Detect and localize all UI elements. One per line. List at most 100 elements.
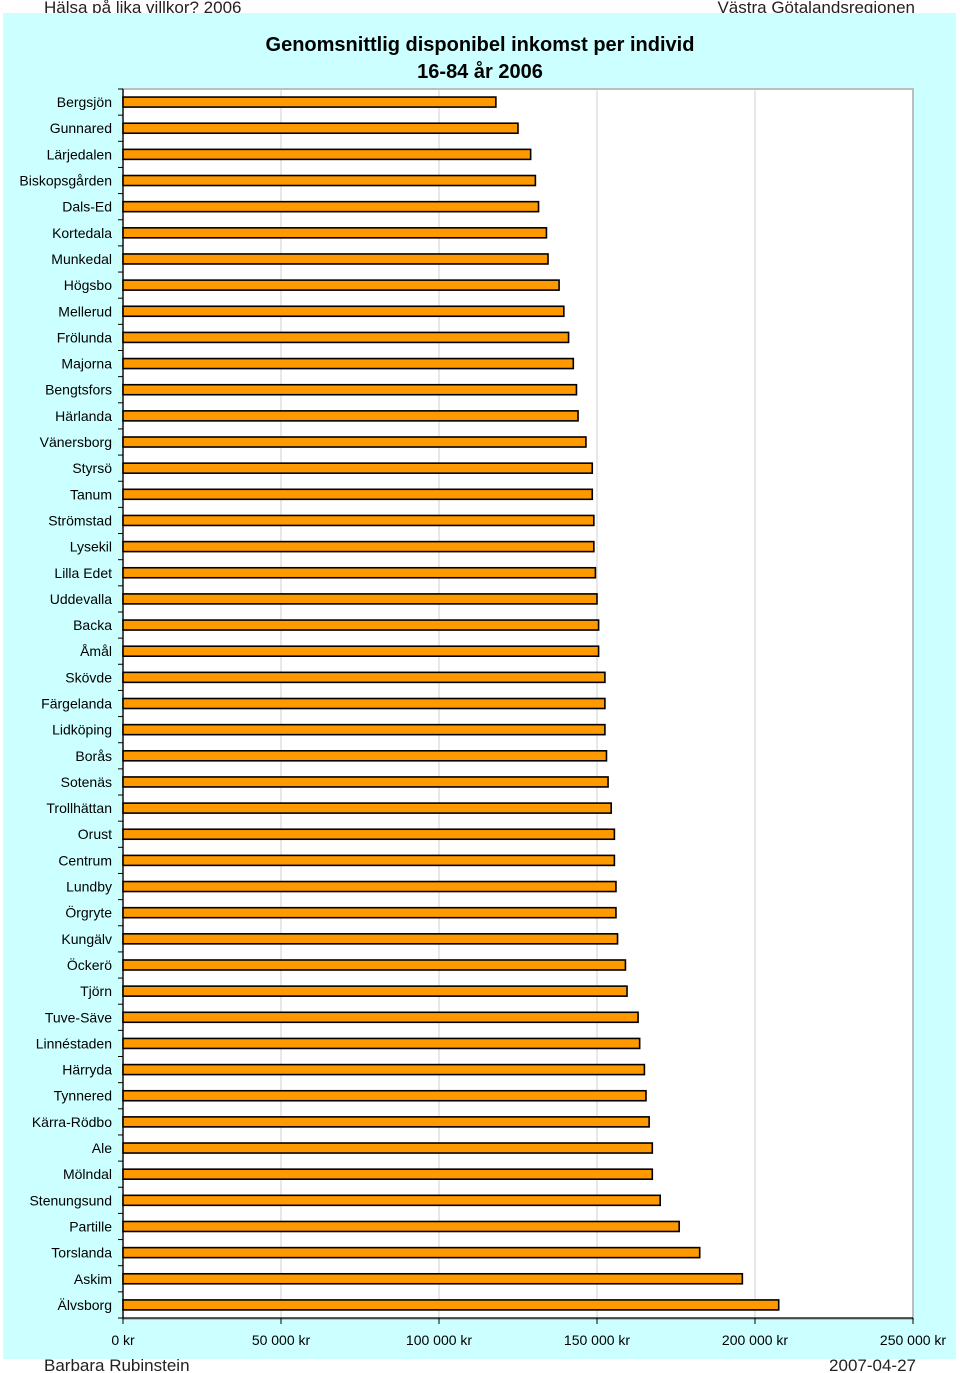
category-label: Örgryte xyxy=(65,904,112,921)
bar xyxy=(122,122,519,135)
category-label: Gunnared xyxy=(50,120,112,136)
bar xyxy=(122,906,617,919)
category-label: Lärjedalen xyxy=(47,146,112,162)
category-label: Askim xyxy=(74,1271,112,1287)
bar xyxy=(122,253,549,265)
bar xyxy=(122,410,579,422)
bar xyxy=(122,802,613,814)
chart-title-block: Genomsnittlig disponibel inkomst per ind… xyxy=(0,32,960,86)
bar xyxy=(122,1168,654,1180)
bar xyxy=(122,933,619,945)
category-label: Härryda xyxy=(62,1062,112,1078)
bar xyxy=(122,462,594,474)
bar xyxy=(122,1037,641,1050)
category-label: Åmål xyxy=(80,643,112,659)
category-label: Sotenäs xyxy=(61,774,112,790)
x-tick-label: 0 kr xyxy=(111,1332,135,1348)
category-label: Älvsborg xyxy=(58,1297,112,1313)
chart-title: Genomsnittlig disponibel inkomst per ind… xyxy=(265,34,695,56)
category-label: Högsbo xyxy=(64,277,112,293)
category-label: Strömstad xyxy=(48,512,112,528)
bar xyxy=(122,331,570,344)
category-label: Trollhättan xyxy=(46,800,112,816)
category-label: Kortedala xyxy=(52,225,112,241)
category-label: Vänersborg xyxy=(40,434,112,450)
bar xyxy=(122,305,565,318)
bar xyxy=(122,828,616,841)
bar xyxy=(122,279,560,291)
category-label: Frölunda xyxy=(57,329,112,345)
x-tick-label: 100 000 kr xyxy=(406,1332,472,1348)
category-label: Färgelanda xyxy=(41,696,112,712)
category-label: Lundby xyxy=(66,879,112,895)
category-label: Tynnered xyxy=(54,1088,112,1104)
category-label: Tuve-Säve xyxy=(45,1009,112,1025)
category-label: Centrum xyxy=(58,852,112,868)
bar xyxy=(122,488,594,501)
category-label: Kärra-Rödbo xyxy=(32,1114,112,1130)
x-tick-label: 250 000 kr xyxy=(880,1332,946,1348)
bar xyxy=(122,514,595,527)
bar xyxy=(122,357,575,370)
bar xyxy=(122,227,548,239)
category-label: Linnéstaden xyxy=(36,1035,112,1051)
bar xyxy=(122,697,606,710)
bar xyxy=(122,776,609,788)
bar xyxy=(122,671,606,684)
bar xyxy=(122,645,600,658)
category-label: Styrsö xyxy=(72,460,112,476)
bar xyxy=(122,1299,780,1311)
bar xyxy=(122,985,628,997)
bar xyxy=(122,593,598,605)
category-label: Uddevalla xyxy=(50,591,112,607)
category-label: Biskopsgården xyxy=(19,173,112,189)
category-label: Mölndal xyxy=(63,1166,112,1182)
category-label: Öckerö xyxy=(67,956,112,973)
bar xyxy=(122,1194,662,1207)
category-label: Kungälv xyxy=(61,931,112,947)
bar xyxy=(122,383,578,396)
header-right-text: Västra Götalandsregionen xyxy=(717,0,915,16)
bar xyxy=(122,1220,680,1233)
category-label: Stenungsund xyxy=(29,1192,112,1208)
bar xyxy=(122,1142,654,1154)
footer-author: Barbara Rubinstein xyxy=(44,1356,190,1373)
bar xyxy=(122,959,627,971)
bar xyxy=(122,1272,744,1285)
footer-date: 2007-04-27 xyxy=(829,1356,916,1373)
category-label: Mellerud xyxy=(58,303,112,319)
x-tick-label: 50 000 kr xyxy=(252,1332,311,1348)
category-label: Munkedal xyxy=(51,251,112,267)
category-label: Skövde xyxy=(65,669,112,685)
bar xyxy=(122,96,497,108)
bar xyxy=(122,880,617,893)
bar xyxy=(122,1246,701,1259)
category-label: Partille xyxy=(69,1218,112,1234)
bar xyxy=(122,174,537,187)
category-label: Orust xyxy=(78,826,112,842)
category-label: Bengtsfors xyxy=(45,382,112,398)
category-label: Lilla Edet xyxy=(54,565,112,581)
bar xyxy=(122,540,595,553)
bar xyxy=(122,749,608,762)
category-label: Torslanda xyxy=(51,1245,112,1261)
bar xyxy=(122,619,600,631)
bar xyxy=(122,148,532,161)
bar xyxy=(122,854,616,867)
bar xyxy=(122,566,597,579)
category-label: Backa xyxy=(73,617,112,633)
x-tick-label: 150 000 kr xyxy=(564,1332,630,1348)
bar xyxy=(122,1063,646,1076)
bar xyxy=(122,1089,647,1102)
chart-subtitle: 16-84 år 2006 xyxy=(417,61,543,83)
header-left-text: Hälsa på lika villkor? 2006 xyxy=(44,0,242,16)
category-label: Tanum xyxy=(70,486,112,502)
category-label: Lysekil xyxy=(70,539,112,555)
bar xyxy=(122,723,606,736)
bar xyxy=(122,200,540,213)
page-footer: Barbara Rubinstein 2007-04-27 xyxy=(0,1356,960,1373)
bar xyxy=(122,1011,639,1024)
category-label: Ale xyxy=(92,1140,112,1156)
category-label: Majorna xyxy=(61,356,112,372)
